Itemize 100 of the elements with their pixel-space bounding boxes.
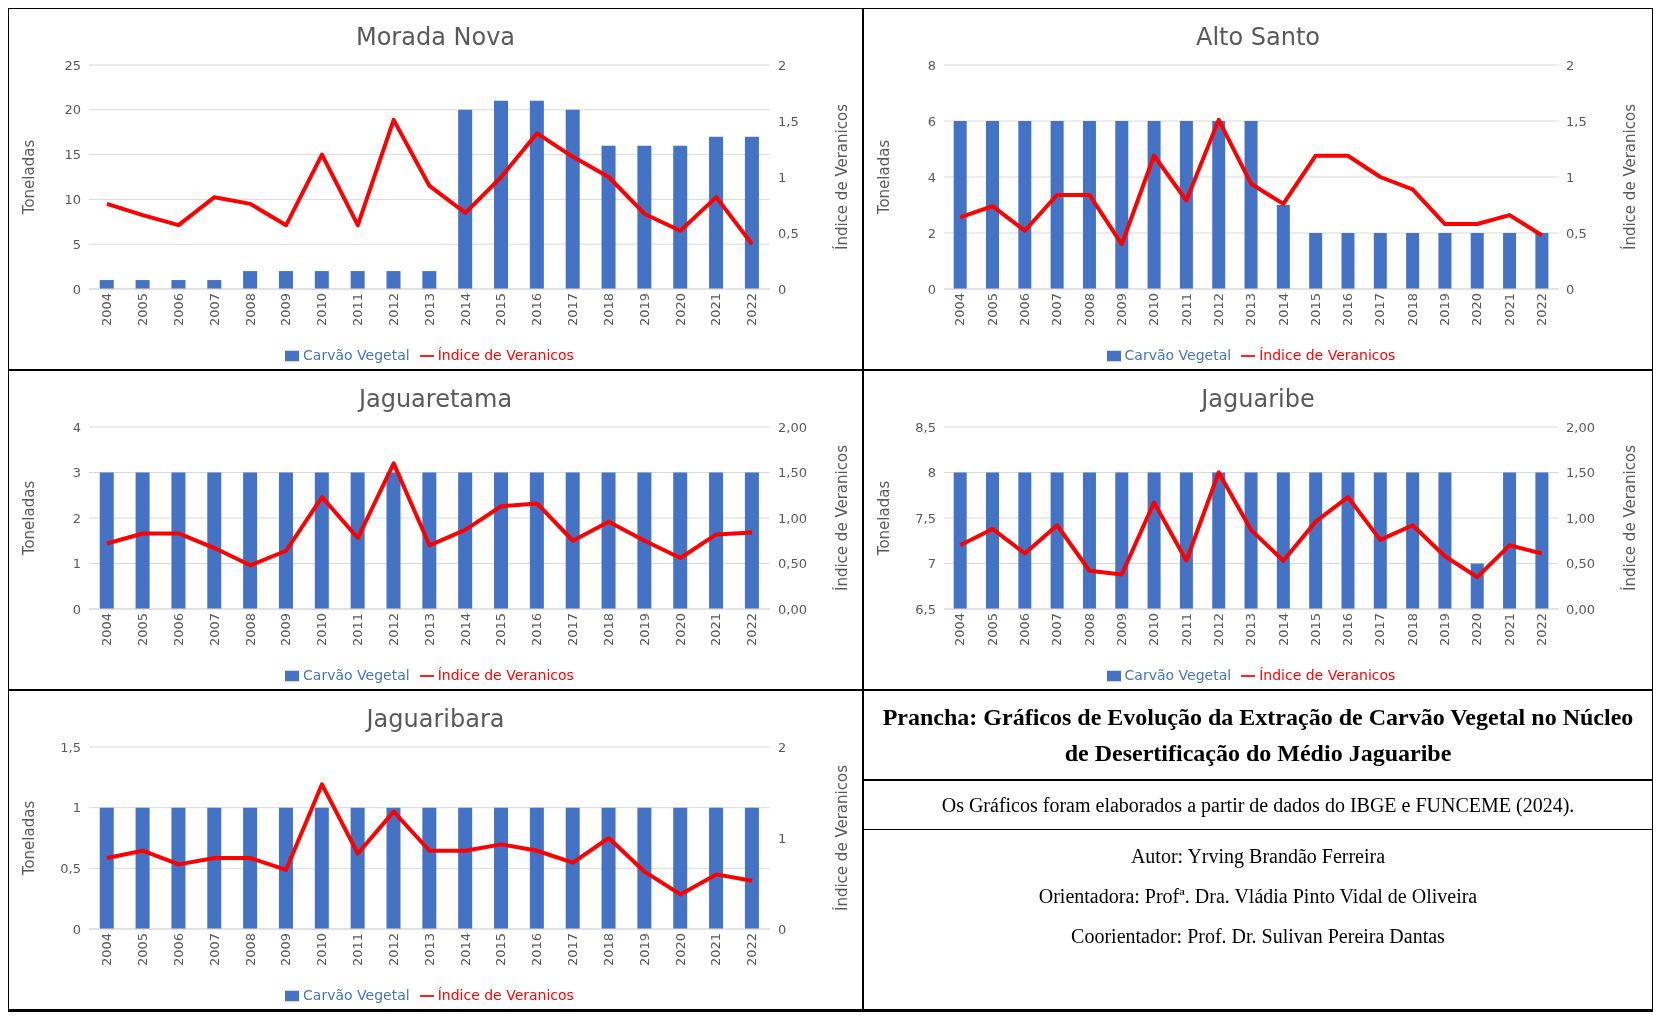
x-tick-label: 2007 (206, 933, 222, 967)
x-tick-label: 2022 (1534, 613, 1550, 647)
x-tick-label: 2022 (1534, 293, 1550, 327)
x-tick-label: 2019 (636, 933, 652, 967)
x-tick-label: 2006 (1017, 293, 1033, 327)
x-tick-label: 2004 (99, 933, 115, 967)
x-tick-label: 2020 (672, 293, 688, 327)
y2-tick-label: 1 (1566, 169, 1575, 185)
y-axis-title: Toneladas (20, 139, 39, 216)
x-tick-label: 2019 (1437, 293, 1453, 327)
x-tick-label: 2009 (1113, 293, 1129, 327)
x-tick-label: 2009 (278, 293, 294, 327)
x-tick-label: 2017 (565, 613, 581, 647)
y-tick-label: 0 (72, 921, 81, 937)
chart-title: Jaguaribe (1199, 384, 1316, 415)
y-tick-label: 1,5 (60, 739, 81, 755)
y-tick-label: 2 (927, 225, 936, 241)
x-tick-label: 2005 (984, 613, 1000, 647)
y-tick-label: 10 (64, 192, 81, 208)
x-tick-label: 2017 (1372, 293, 1388, 327)
chart-title: Alto Santo (1194, 22, 1322, 53)
text: Autor: Yrving Brandão Ferreira (1129, 844, 1387, 870)
x-tick-label: 2009 (1113, 613, 1129, 647)
x-tick-label: 2008 (242, 293, 258, 327)
legend-label: Carvão Vegetal (1124, 667, 1232, 683)
y2-tick-label: 1,5 (778, 113, 799, 129)
y2-tick-label: 0,00 (778, 601, 807, 617)
x-tick-label: 2015 (1307, 613, 1323, 647)
x-tick-label: 2019 (636, 293, 652, 327)
x-tick-label: 2014 (457, 933, 473, 967)
y2-tick-label: 1 (778, 830, 787, 846)
x-tick-label: 2019 (636, 613, 652, 647)
x-tick-label: 2012 (385, 933, 401, 967)
x-tick-label: 2018 (600, 293, 616, 327)
y-axis-title: Toneladas (875, 139, 894, 216)
y-tick-label: 6,5 (915, 601, 936, 617)
x-tick-label: 2005 (134, 293, 150, 327)
x-tick-label: 2013 (421, 933, 437, 967)
text: Orientadora: Profª. Dra. Vládia Pinto Vidal de Oliveira (1037, 884, 1479, 909)
y-tick-label: 4 (72, 419, 81, 435)
y-tick-label: 7 (927, 556, 936, 572)
x-tick-label: 2013 (421, 293, 437, 327)
x-tick-label: 2020 (672, 613, 688, 647)
y2-tick-label: 1,00 (778, 510, 807, 526)
x-tick-label: 2004 (99, 293, 115, 327)
x-tick-label: 2015 (493, 613, 509, 647)
y2-tick-label: 0 (778, 921, 787, 937)
text: Os Gráficos foram elaborados a partir de dados do IBGE e FUNCEME (2024). (864, 781, 1652, 830)
y-tick-label: 5 (72, 236, 81, 252)
x-tick-label: 2009 (278, 613, 294, 647)
x-tick-label: 2018 (600, 613, 616, 647)
x-tick-label: 2008 (1081, 293, 1097, 327)
x-tick-label: 2011 (1178, 293, 1194, 327)
x-tick-label: 2021 (708, 613, 724, 647)
y-tick-label: 8,5 (915, 419, 936, 435)
y-tick-label: 0,5 (60, 860, 81, 876)
x-tick-label: 2014 (457, 293, 473, 327)
y2-tick-label: 1,50 (1566, 465, 1595, 481)
y2-tick-label: 0,50 (1566, 556, 1595, 572)
x-tick-label: 2006 (170, 293, 186, 327)
y2-tick-label: 2 (778, 57, 787, 73)
y-tick-label: 8 (927, 465, 936, 481)
x-tick-label: 2017 (565, 293, 581, 327)
x-tick-label: 2014 (1275, 293, 1291, 327)
x-tick-label: 2010 (314, 933, 330, 967)
x-tick-label: 2021 (708, 933, 724, 967)
x-tick-label: 2020 (1469, 613, 1485, 647)
x-tick-label: 2020 (1469, 293, 1485, 327)
legend-label: Carvão Vegetal (303, 987, 410, 1003)
y2-tick-label: 0 (778, 281, 787, 297)
x-tick-label: 2008 (242, 933, 258, 967)
y-tick-label: 6 (927, 113, 936, 129)
x-tick-label: 2014 (1275, 613, 1291, 647)
x-tick-label: 2010 (314, 293, 330, 327)
y-axis-title: Toneladas (20, 480, 39, 557)
y2-tick-label: 2,00 (778, 419, 807, 435)
x-tick-label: 2013 (421, 613, 437, 647)
x-tick-label: 2006 (170, 933, 186, 967)
x-tick-label: 2016 (529, 613, 545, 647)
legend-label: Índice de Veranicos (1259, 667, 1396, 683)
y-tick-label: 7,5 (915, 510, 936, 526)
x-tick-label: 2018 (1404, 613, 1420, 647)
y-tick-label: 2 (72, 510, 81, 526)
x-tick-label: 2022 (744, 293, 760, 327)
x-tick-label: 2020 (672, 933, 688, 967)
x-tick-label: 2011 (350, 933, 366, 967)
x-tick-label: 2011 (1178, 613, 1194, 647)
x-tick-label: 2011 (350, 293, 366, 327)
x-tick-label: 2007 (206, 613, 222, 647)
x-tick-label: 2012 (385, 293, 401, 327)
x-tick-label: 2012 (1210, 293, 1226, 327)
x-tick-label: 2014 (457, 613, 473, 647)
legend-label: Índice de Veranicos (437, 987, 574, 1003)
x-tick-label: 2008 (242, 613, 258, 647)
y2-tick-label: 1,50 (778, 465, 807, 481)
y-tick-label: 15 (64, 147, 81, 163)
x-tick-label: 2016 (529, 293, 545, 327)
legend-label: Índice de Veranicos (437, 347, 574, 363)
chart-title: Morada Nova (354, 22, 517, 53)
x-tick-label: 2019 (1437, 613, 1453, 647)
